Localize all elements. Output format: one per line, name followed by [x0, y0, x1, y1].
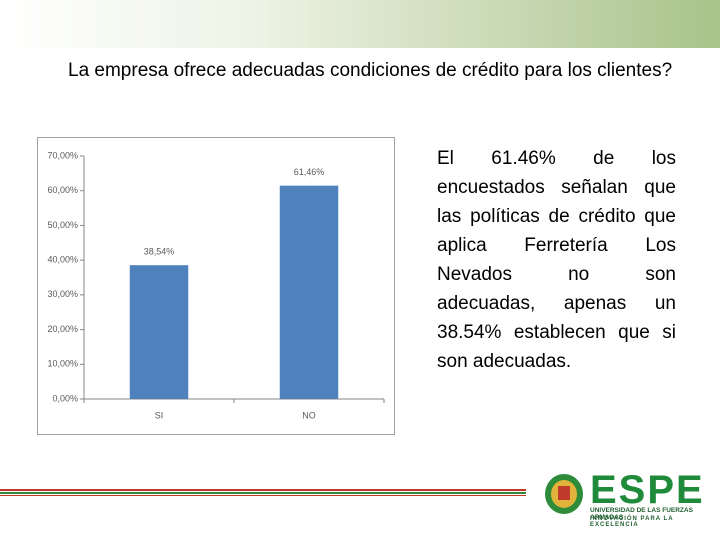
y-tick-label: 20,00% [47, 324, 78, 334]
y-tick-label: 0,00% [52, 393, 78, 403]
stripe-green [0, 492, 526, 494]
chart: 0,00% 10,00% 20,00% 30,00% 40,00% 50,00% 60,00… [47, 150, 385, 420]
x-tick-label: NO [302, 410, 316, 420]
data-label: 38,54% [144, 247, 175, 257]
logo-subtitle: UNIVERSIDAD DE LAS FUERZAS ARMADAS [590, 507, 693, 521]
data-label: 61,46% [294, 167, 325, 177]
top-banner [0, 0, 720, 48]
logo-word: ESPE [590, 468, 705, 512]
y-tick-label: 30,00% [47, 289, 78, 299]
x-tick-label: SI [155, 410, 164, 420]
y-tick-label: 40,00% [47, 255, 78, 265]
logo-motto: INNOVACIÓN PARA LA EXCELENCIA [590, 516, 674, 528]
stripe-red [0, 489, 526, 491]
bar [279, 185, 339, 399]
stripe-red-thin [0, 495, 526, 496]
y-tick-label: 10,00% [47, 359, 78, 369]
slide-title: La empresa ofrece adecuadas condiciones … [68, 60, 673, 81]
bar [129, 265, 189, 399]
chart-frame: 0,00% 10,00% 20,00% 30,00% 40,00% 50,00% 60,00… [37, 137, 395, 435]
emblem-shield [558, 486, 570, 500]
body-text: El 61.46% de los encuestados señalan que… [437, 148, 676, 372]
y-tick-label: 70,00% [47, 150, 78, 160]
logo-emblem [545, 474, 583, 514]
y-tick-label: 50,00% [47, 220, 78, 230]
y-tick-label: 60,00% [47, 185, 78, 195]
